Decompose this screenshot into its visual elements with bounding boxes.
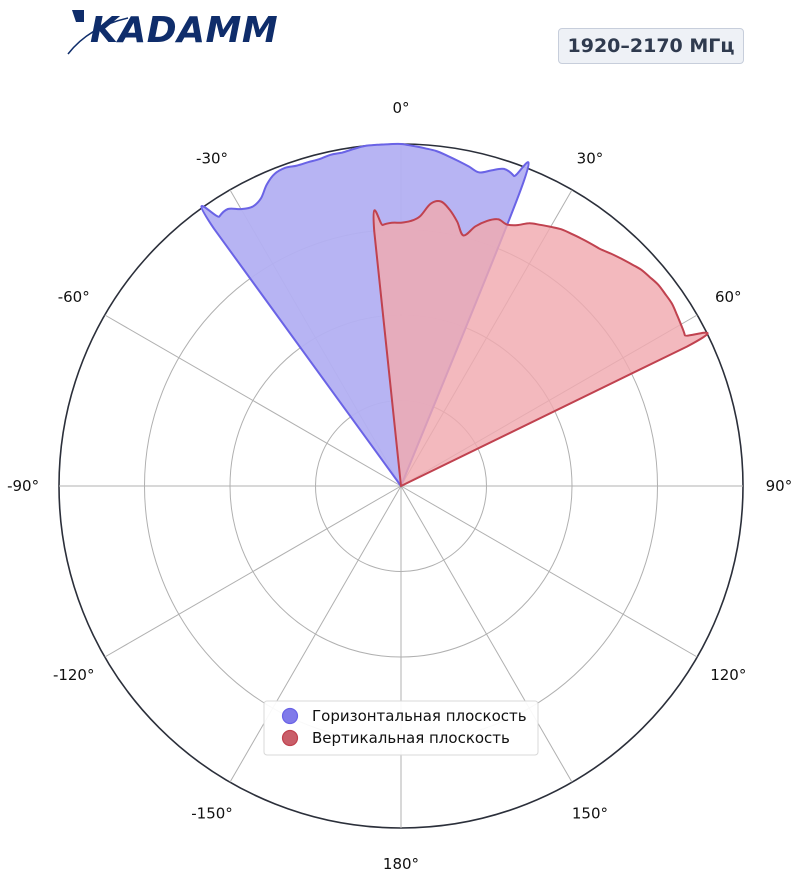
angle-tick-label: -90°	[7, 477, 39, 495]
angular-gridline	[229, 485, 402, 783]
legend-box	[263, 700, 539, 756]
angular-gridline	[104, 314, 402, 487]
angular-gridline	[400, 485, 698, 658]
angle-tick-label: 30°	[577, 150, 604, 168]
angle-tick-label: 90°	[766, 477, 793, 495]
legend-marker	[281, 707, 299, 725]
brand-name: KADAMM	[90, 10, 279, 51]
series-vertical-plane	[372, 200, 709, 487]
legend-label: Горизонтальная плоскость	[312, 707, 527, 725]
angle-tick-label: 150°	[572, 804, 608, 822]
series-layer	[200, 142, 709, 487]
angular-gridline	[400, 485, 573, 783]
angular-gridline	[104, 485, 402, 658]
brand-logo: KADAMM	[62, 6, 278, 62]
angle-tick-label: 180°	[383, 855, 419, 873]
legend-label: Вертикальная плоскость	[312, 729, 510, 747]
angle-tick-label: -120°	[53, 666, 95, 684]
legend: Горизонтальная плоскость Вертикальная пло…	[263, 700, 539, 756]
angle-tick-label: -60°	[58, 288, 90, 306]
legend-marker	[281, 729, 299, 747]
logo-swoosh-icon	[67, 10, 129, 55]
angle-tick-label: 0°	[392, 99, 409, 117]
angle-tick-label: -150°	[191, 804, 233, 822]
angle-tick-label: 60°	[715, 288, 742, 306]
frequency-badge: 1920–2170 МГц	[558, 28, 744, 64]
angle-labels: 0° 30° 60° 90° 120° 150° 180° -150° -120° -90° -60…	[7, 99, 792, 873]
angle-tick-label: -30°	[196, 150, 228, 168]
angle-tick-label: 120°	[710, 666, 746, 684]
